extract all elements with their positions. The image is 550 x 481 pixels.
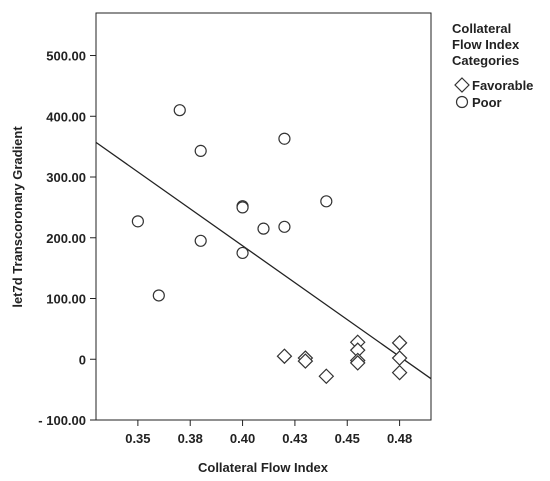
fit-line [95, 141, 432, 380]
x-tick-label: 0.40 [230, 431, 255, 446]
legend-diamond-icon [454, 77, 470, 93]
y-tick-label: 200.00 [46, 231, 86, 246]
point-favorable [318, 368, 335, 385]
point-poor [257, 222, 270, 235]
y-tick-label: 300.00 [46, 170, 86, 185]
point-poor [131, 215, 144, 228]
legend-title-line-2: Flow Index [452, 37, 520, 52]
legend-label-favorable: Favorable [472, 78, 533, 93]
y-tick-label: - 100.00 [38, 413, 86, 428]
y-tick-label: 100.00 [46, 292, 86, 307]
x-tick-label: 0.35 [125, 431, 150, 446]
x-tick-label: 0.48 [387, 431, 412, 446]
y-tick-label: 400.00 [46, 109, 86, 124]
fit-line-group [95, 141, 432, 380]
legend-title-line-3: Categories [452, 53, 519, 68]
point-poor [152, 289, 165, 302]
data-points [131, 104, 408, 385]
point-poor [194, 144, 207, 157]
point-favorable [391, 335, 408, 351]
point-favorable [391, 364, 408, 381]
legend: Collateral Flow Index Categories Favorab… [452, 21, 533, 110]
point-favorable [297, 353, 314, 369]
legend-title-line-1: Collateral [452, 21, 511, 36]
point-poor [236, 201, 249, 214]
point-poor [278, 220, 291, 233]
x-tick-label: 0.45 [335, 431, 360, 446]
legend-circle-icon [455, 95, 469, 109]
point-poor [194, 234, 207, 247]
y-tick-label: 500.00 [46, 49, 86, 64]
x-axis: 0.35 0.38 0.40 0.43 0.45 0.48 [125, 420, 412, 446]
legend-label-poor: Poor [472, 95, 502, 110]
y-axis: - 100.00 0 100.00 200.00 300.00 400.00 500.00 [38, 49, 96, 428]
y-axis-title: let7d Transcoronary Gradient [10, 126, 25, 308]
x-tick-label: 0.38 [178, 431, 203, 446]
point-favorable [349, 355, 366, 371]
point-favorable [276, 348, 293, 365]
point-poor [320, 195, 333, 208]
x-axis-title: Collateral Flow Index [198, 460, 329, 475]
point-poor [173, 104, 186, 117]
y-tick-label: 0 [79, 352, 86, 367]
x-tick-label: 0.43 [282, 431, 307, 446]
point-poor [236, 246, 249, 260]
point-poor [278, 132, 291, 145]
plot-area [95, 12, 432, 421]
